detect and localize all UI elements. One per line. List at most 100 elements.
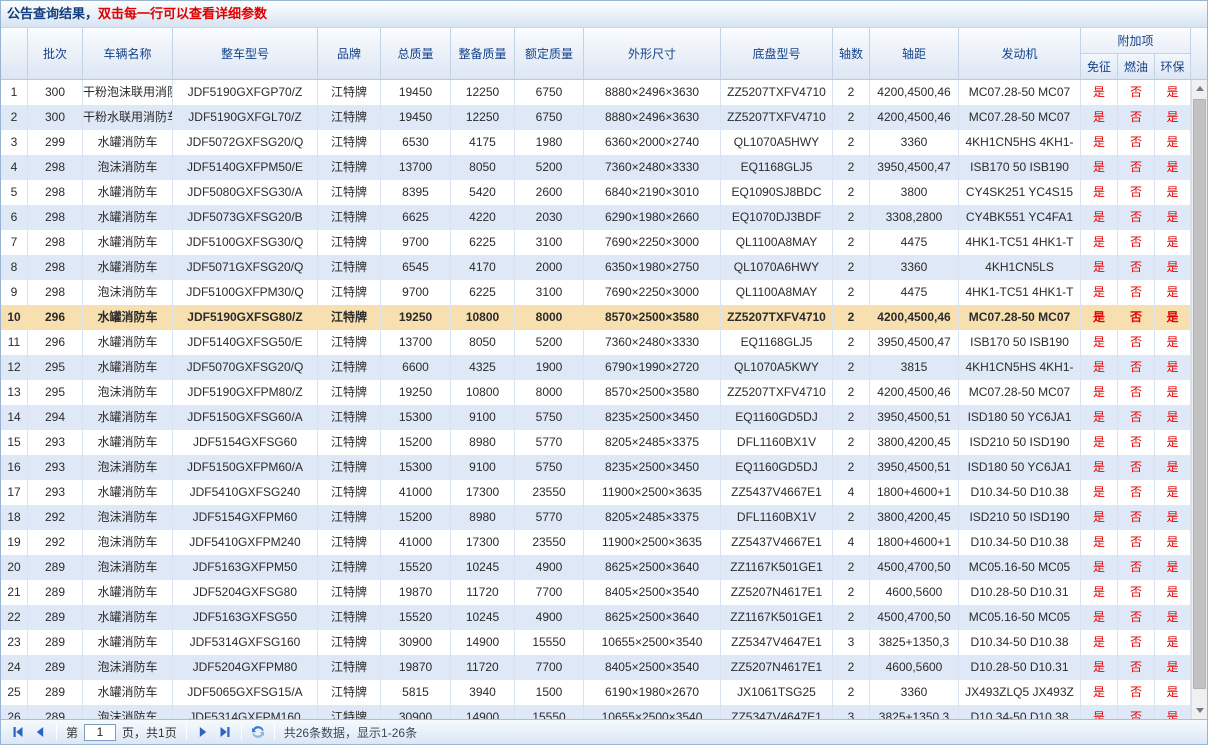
- header-wheelbase[interactable]: 轴距: [870, 28, 959, 80]
- environmental-cell: 是: [1155, 205, 1191, 230]
- separator: [273, 724, 275, 740]
- environmental-cell: 是: [1155, 705, 1191, 719]
- table-row[interactable]: 12 295 水罐消防车 JDF5070GXFSG20/Q 江特牌 6600 4…: [1, 355, 1191, 380]
- chassis-cell: EQ1168GLJ5: [721, 330, 833, 355]
- rated-mass-cell: 4900: [515, 605, 584, 630]
- wheelbase-cell: 3950,4500,47: [870, 330, 959, 355]
- row-number-cell: 14: [1, 405, 28, 430]
- fuel-cell: 否: [1118, 80, 1155, 105]
- table-row[interactable]: 25 289 水罐消防车 JDF5065GXFSG15/A 江特牌 5815 3…: [1, 680, 1191, 705]
- first-page-button[interactable]: [7, 722, 29, 742]
- curb-mass-cell: 12250: [451, 80, 515, 105]
- page-number-input[interactable]: [84, 723, 117, 741]
- scrollbar-up-button[interactable]: [1192, 80, 1207, 97]
- model-cell: JDF5190GXFPM80/Z: [173, 380, 318, 405]
- table-row[interactable]: 4 298 泡沫消防车 JDF5140GXFPM50/E 江特牌 13700 8…: [1, 155, 1191, 180]
- table-row[interactable]: 13 295 泡沫消防车 JDF5190GXFPM80/Z 江特牌 19250 …: [1, 380, 1191, 405]
- table-row[interactable]: 19 292 泡沫消防车 JDF5410GXFPM240 江特牌 41000 1…: [1, 530, 1191, 555]
- table-row[interactable]: 3 299 水罐消防车 JDF5072GXFSG20/Q 江特牌 6530 41…: [1, 130, 1191, 155]
- rated-mass-cell: 1980: [515, 130, 584, 155]
- table-row[interactable]: 2 300 干粉水联用消防车 JDF5190GXFGL70/Z 江特牌 1945…: [1, 105, 1191, 130]
- wheelbase-cell: 3825+1350,3: [870, 705, 959, 719]
- table-row[interactable]: 14 294 水罐消防车 JDF5150GXFSG60/A 江特牌 15300 …: [1, 405, 1191, 430]
- header-dimensions[interactable]: 外形尺寸: [584, 28, 721, 80]
- header-rated-mass[interactable]: 额定质量: [515, 28, 584, 80]
- curb-mass-cell: 11720: [451, 580, 515, 605]
- chassis-cell: DFL1160BX1V: [721, 505, 833, 530]
- fuel-cell: 否: [1118, 455, 1155, 480]
- axle-count-cell: 2: [833, 130, 870, 155]
- header-vehicle-name[interactable]: 车辆名称: [83, 28, 173, 80]
- engine-cell: JX493ZLQ5 JX493Z: [959, 680, 1081, 705]
- table-row[interactable]: 10 296 水罐消防车 JDF5190GXFSG80/Z 江特牌 19250 …: [1, 305, 1191, 330]
- fuel-cell: 否: [1118, 180, 1155, 205]
- table-row[interactable]: 5 298 水罐消防车 JDF5080GXFSG30/A 江特牌 8395 54…: [1, 180, 1191, 205]
- axle-count-cell: 2: [833, 105, 870, 130]
- wheelbase-cell: 3360: [870, 680, 959, 705]
- table-row[interactable]: 21 289 水罐消防车 JDF5204GXFSG80 江特牌 19870 11…: [1, 580, 1191, 605]
- tax-exempt-cell: 是: [1081, 705, 1118, 719]
- environmental-cell: 是: [1155, 555, 1191, 580]
- wheelbase-cell: 4475: [870, 280, 959, 305]
- prev-page-button[interactable]: [29, 722, 51, 742]
- header-fuel[interactable]: 燃油: [1118, 54, 1155, 80]
- tax-exempt-cell: 是: [1081, 205, 1118, 230]
- dimensions-cell: 6190×1980×2670: [584, 680, 721, 705]
- fuel-cell: 否: [1118, 430, 1155, 455]
- separator: [56, 724, 57, 740]
- header-chassis[interactable]: 底盘型号: [721, 28, 833, 80]
- header-batch[interactable]: 批次: [28, 28, 83, 80]
- header-gross-mass[interactable]: 总质量: [381, 28, 451, 80]
- header-model[interactable]: 整车型号: [173, 28, 318, 80]
- table-row[interactable]: 8 298 水罐消防车 JDF5071GXFSG20/Q 江特牌 6545 41…: [1, 255, 1191, 280]
- table-row[interactable]: 23 289 水罐消防车 JDF5314GXFSG160 江特牌 30900 1…: [1, 630, 1191, 655]
- last-page-button[interactable]: [214, 722, 236, 742]
- environmental-cell: 是: [1155, 605, 1191, 630]
- rated-mass-cell: 8000: [515, 380, 584, 405]
- refresh-button[interactable]: [247, 722, 269, 742]
- table-row[interactable]: 22 289 水罐消防车 JDF5163GXFSG50 江特牌 15520 10…: [1, 605, 1191, 630]
- fuel-cell: 否: [1118, 330, 1155, 355]
- environmental-cell: 是: [1155, 280, 1191, 305]
- scrollbar-down-button[interactable]: [1192, 702, 1207, 719]
- batch-cell: 293: [28, 455, 83, 480]
- curb-mass-cell: 4325: [451, 355, 515, 380]
- environmental-cell: 是: [1155, 505, 1191, 530]
- environmental-cell: 是: [1155, 230, 1191, 255]
- table-row[interactable]: 1 300 干粉泡沫联用消防车 JDF5190GXFGP70/Z 江特牌 194…: [1, 80, 1191, 105]
- tax-exempt-cell: 是: [1081, 655, 1118, 680]
- batch-cell: 298: [28, 280, 83, 305]
- model-cell: JDF5163GXFSG50: [173, 605, 318, 630]
- header-engine[interactable]: 发动机: [959, 28, 1081, 80]
- scrollbar-thumb[interactable]: [1193, 99, 1206, 689]
- table-row[interactable]: 17 293 水罐消防车 JDF5410GXFSG240 江特牌 41000 1…: [1, 480, 1191, 505]
- brand-cell: 江特牌: [318, 130, 381, 155]
- table-row[interactable]: 20 289 泡沫消防车 JDF5163GXFPM50 江特牌 15520 10…: [1, 555, 1191, 580]
- model-cell: JDF5071GXFSG20/Q: [173, 255, 318, 280]
- table-row[interactable]: 24 289 泡沫消防车 JDF5204GXFPM80 江特牌 19870 11…: [1, 655, 1191, 680]
- table-row[interactable]: 6 298 水罐消防车 JDF5073GXFSG20/B 江特牌 6625 42…: [1, 205, 1191, 230]
- curb-mass-cell: 17300: [451, 480, 515, 505]
- brand-cell: 江特牌: [318, 230, 381, 255]
- separator: [185, 724, 187, 740]
- next-page-button[interactable]: [192, 722, 214, 742]
- batch-cell: 293: [28, 430, 83, 455]
- table-row[interactable]: 7 298 水罐消防车 JDF5100GXFSG30/Q 江特牌 9700 62…: [1, 230, 1191, 255]
- table-row[interactable]: 11 296 水罐消防车 JDF5140GXFSG50/E 江特牌 13700 …: [1, 330, 1191, 355]
- chassis-cell: JX1061TSG25: [721, 680, 833, 705]
- table-row[interactable]: 15 293 水罐消防车 JDF5154GXFSG60 江特牌 15200 89…: [1, 430, 1191, 455]
- model-cell: JDF5190GXFGL70/Z: [173, 105, 318, 130]
- table-row[interactable]: 16 293 泡沫消防车 JDF5150GXFPM60/A 江特牌 15300 …: [1, 455, 1191, 480]
- header-axle-count[interactable]: 轴数: [833, 28, 870, 80]
- header-curb-mass[interactable]: 整备质量: [451, 28, 515, 80]
- vertical-scrollbar[interactable]: [1191, 80, 1207, 719]
- pagination-toolbar: 第 页，共1页 共26条数据，显示1-26条: [1, 719, 1207, 744]
- header-environmental[interactable]: 环保: [1155, 54, 1191, 80]
- header-tax-exempt[interactable]: 免征: [1081, 54, 1118, 80]
- table-row[interactable]: 26 289 泡沫消防车 JDF5314GXFPM160 江特牌 30900 1…: [1, 705, 1191, 719]
- separator: [240, 724, 242, 740]
- fuel-cell: 否: [1118, 580, 1155, 605]
- header-brand[interactable]: 品牌: [318, 28, 381, 80]
- table-row[interactable]: 9 298 泡沫消防车 JDF5100GXFPM30/Q 江特牌 9700 62…: [1, 280, 1191, 305]
- table-row[interactable]: 18 292 泡沫消防车 JDF5154GXFPM60 江特牌 15200 89…: [1, 505, 1191, 530]
